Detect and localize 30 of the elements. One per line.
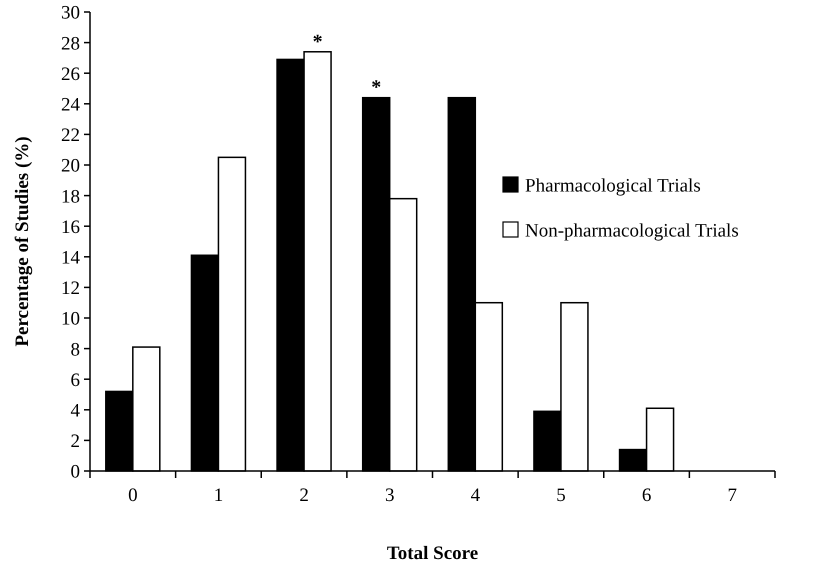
y-tick-label: 26 (61, 64, 80, 85)
y-axis-title: Percentage of Studies (%) (12, 136, 33, 347)
x-tick-label: 1 (214, 485, 224, 506)
annotation: * (371, 76, 382, 99)
y-tick-label: 2 (70, 431, 80, 452)
legend-label: Pharmacological Trials (525, 176, 701, 197)
y-tick-label: 20 (61, 156, 80, 177)
y-tick-label: 28 (61, 33, 80, 54)
x-tick-label: 3 (384, 485, 394, 506)
y-tick-label: 22 (61, 125, 80, 146)
y-tick-label: 4 (70, 400, 80, 422)
y-tick-label: 18 (61, 186, 80, 208)
annotation: * (312, 30, 323, 53)
x-tick-label: 4 (470, 485, 481, 506)
legend-label: Non-pharmacological Trials (525, 220, 739, 242)
x-tick-label: 7 (727, 485, 737, 506)
y-tick-label: 0 (70, 462, 80, 483)
y-tick-label: 12 (61, 278, 80, 300)
y-tick-label: 8 (70, 339, 80, 360)
y-tick-label: 6 (70, 370, 80, 391)
y-tick-label: 14 (61, 247, 80, 268)
x-axis-title: Total Score (386, 543, 478, 564)
x-tick-label: 5 (556, 485, 566, 506)
y-tick-label: 24 (61, 94, 80, 116)
x-tick-label: 2 (299, 485, 309, 506)
x-tick-label: 6 (642, 485, 652, 506)
y-tick-label: 16 (61, 216, 80, 238)
y-tick-label: 10 (61, 308, 80, 330)
x-tick-label: 0 (128, 485, 138, 506)
y-tick-label: 30 (61, 2, 80, 24)
